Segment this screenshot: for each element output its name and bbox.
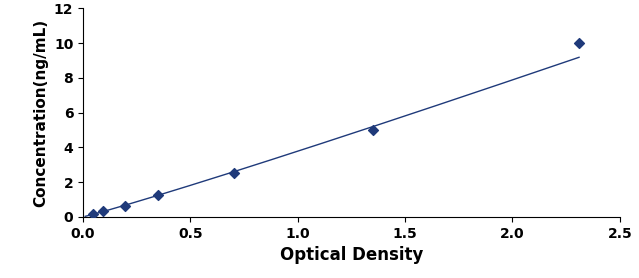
X-axis label: Optical Density: Optical Density [280, 246, 423, 264]
Point [98, 209, 109, 214]
Y-axis label: Concentration(ng/mL): Concentration(ng/mL) [33, 19, 49, 207]
Point [229, 171, 239, 176]
Point [153, 193, 164, 197]
Point [574, 41, 584, 45]
Point [120, 204, 130, 208]
Point [88, 212, 98, 216]
Point [368, 128, 378, 132]
